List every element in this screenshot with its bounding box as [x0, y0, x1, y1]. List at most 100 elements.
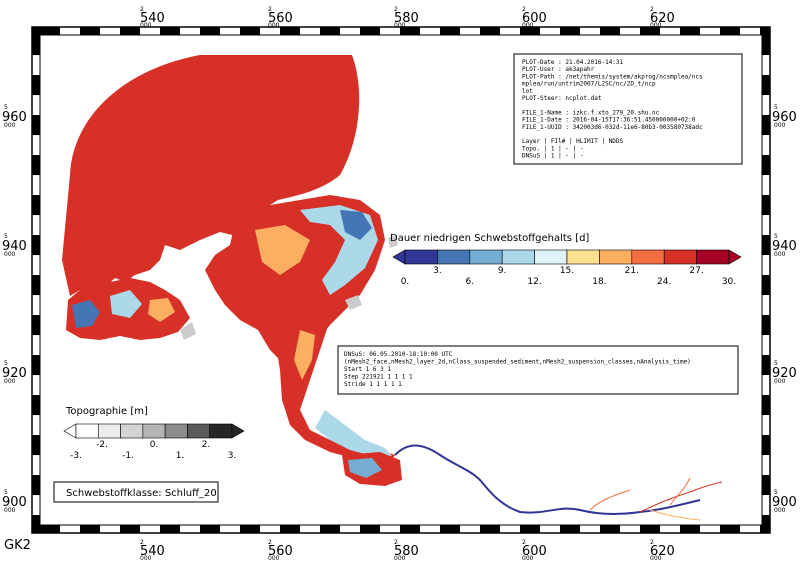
plot-info-line: lot [522, 88, 533, 95]
checker-cell [762, 215, 770, 235]
wadden-east [205, 195, 385, 360]
topo-legend-arrow-max [231, 423, 245, 439]
checker-cell [120, 27, 140, 35]
frame-checker-right [762, 35, 770, 525]
duration-legend-bottom-label: 0. [401, 277, 410, 287]
checker-cell [360, 525, 380, 533]
topo-legend-title: Topographie [m] [65, 406, 148, 417]
northing-tick-suffix: 000 [4, 378, 16, 385]
data-info-box: DNSuS: 06.05.2010-18:10:00 UTC (nMesh2_f… [337, 345, 739, 395]
easting-tick-suffix: 000 [268, 555, 280, 561]
easting-tick-prefix: 2 [140, 6, 144, 13]
duration-legend-bottom-label: 30. [722, 277, 736, 287]
duration-legend-bottom-label: 24. [657, 277, 671, 287]
checker-cell [600, 525, 620, 533]
easting-tick-value: 560 [268, 544, 293, 559]
river-main [394, 444, 701, 516]
topo-legend-top-label: 0. [150, 440, 159, 450]
northing-tick-prefix: 5 [774, 104, 778, 111]
checker-cell [760, 27, 762, 35]
checker-cell [32, 295, 40, 315]
checker-cell [762, 35, 770, 55]
checker-cell [540, 525, 560, 533]
data-info-line: Stride 1 1 1 1 1 [344, 381, 402, 388]
topo-fringe-2 [180, 322, 196, 340]
checker-cell [140, 27, 160, 35]
duration-legend-bottom-label: 18. [592, 277, 606, 287]
northing-tick-prefix: 5 [4, 233, 8, 240]
checker-cell [440, 525, 460, 533]
topo-legend-top-label: 2. [202, 440, 211, 450]
topo-legend-swatch [164, 423, 188, 439]
duration-legend-swatch [631, 249, 665, 265]
checker-cell [300, 525, 320, 533]
northing-tick-value: 900 [2, 495, 27, 510]
easting-tick-value: 560 [268, 11, 293, 26]
plot-info-line: Layer | FIl# | HLIMIT | NDDS [522, 138, 624, 145]
northing-tick-value: 960 [772, 110, 797, 125]
checker-cell [32, 375, 40, 395]
checker-cell [660, 525, 680, 533]
plot-info-line: FILE_1-UUID : 342003d6-032d-11e6-80b3-00… [522, 124, 703, 131]
topo-legend-swatch [209, 423, 233, 439]
checker-cell [260, 525, 280, 533]
checker-cell [640, 27, 660, 35]
checker-cell [762, 315, 770, 335]
easting-tick-value: 620 [650, 544, 675, 559]
duration-legend-bottom-label: 12. [527, 277, 541, 287]
duration-legend-top-label: 3. [433, 266, 442, 276]
checker-cell [762, 295, 770, 315]
checker-cell [762, 515, 770, 525]
checker-cell [120, 525, 140, 533]
checker-cell [380, 27, 400, 35]
wadden-east-orange [255, 225, 310, 275]
duration-legend-swatch [469, 249, 503, 265]
plot-info-line: PLOT-Date : 21.04.2016-14:31 [522, 59, 624, 66]
duration-legend-top-label: 21. [625, 266, 639, 276]
duration-legend-swatch [501, 249, 535, 265]
duration-legend: Dauer niedrigen Schwebstoffgehalts [d] 3… [390, 233, 742, 287]
checker-cell [160, 27, 180, 35]
plot-info-line: PLOT-User : ak3apahr [522, 66, 595, 73]
northing-tick-value: 920 [2, 366, 27, 381]
checker-cell [520, 525, 540, 533]
checker-cell [40, 27, 60, 35]
easting-tick-suffix: 000 [394, 555, 406, 561]
easting-tick-value: 620 [650, 11, 675, 26]
checker-cell [762, 275, 770, 295]
northing-tick-value: 940 [772, 239, 797, 254]
class-box-frame [53, 481, 219, 503]
map-area [62, 55, 723, 521]
easting-tick-prefix: 2 [650, 539, 654, 546]
topo-legend-swatch [97, 423, 121, 439]
northing-tick-suffix: 000 [4, 251, 16, 258]
checker-cell [32, 515, 40, 525]
checker-cell [220, 27, 240, 35]
checker-cell [500, 525, 520, 533]
checker-cell [762, 255, 770, 275]
checker-cell [32, 75, 40, 95]
checker-cell [32, 95, 40, 115]
checker-cell [580, 525, 600, 533]
checker-cell [32, 415, 40, 435]
checker-cell [32, 355, 40, 375]
checker-cell [620, 525, 640, 533]
checker-cell [762, 455, 770, 475]
data-info-line: Start 1 6 3 1 [344, 366, 391, 373]
duration-legend-swatch [404, 249, 438, 265]
easting-tick-value: 540 [140, 11, 165, 26]
checker-cell [32, 335, 40, 355]
easting-tick-prefix: 2 [650, 6, 654, 13]
checker-cell [32, 55, 40, 75]
checker-cell [762, 395, 770, 415]
easting-tick-suffix: 000 [268, 22, 280, 29]
class-box: Schwebstoffklasse: Schluff_20 [53, 481, 219, 503]
easting-tick-prefix: 2 [268, 6, 272, 13]
checker-cell [680, 27, 700, 35]
estuary-orange [294, 330, 315, 380]
duration-legend-swatch [599, 249, 633, 265]
frame-checker-top [32, 27, 770, 533]
checker-cell [32, 435, 40, 455]
